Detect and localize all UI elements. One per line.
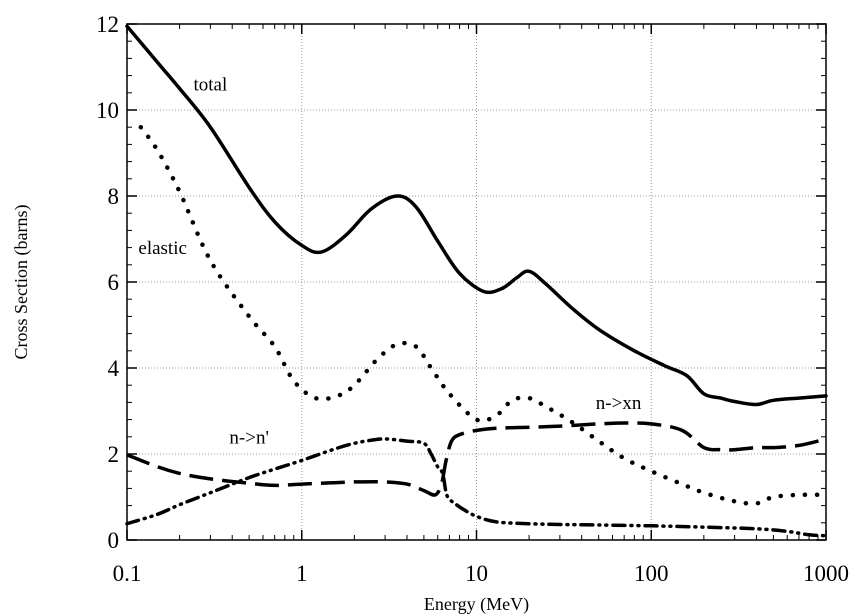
y-tick-label: 0 xyxy=(108,528,120,553)
tick-labels: 0.1 1 10 100 1000 0 2 4 6 8 10 12 xyxy=(96,12,849,586)
x-tick-label: 0.1 xyxy=(113,561,142,586)
annotation-layer: total elastic n->n' n->xn xyxy=(138,75,641,449)
y-tick-label: 8 xyxy=(108,184,120,209)
grid xyxy=(127,24,826,540)
series-layer xyxy=(125,24,829,538)
series-label: total xyxy=(193,75,227,96)
x-tick-label: 1000 xyxy=(803,561,849,586)
y-tick-label: 2 xyxy=(108,442,120,467)
series-label: n->xn xyxy=(596,393,642,414)
series-label: elastic xyxy=(138,238,187,259)
plot-frame xyxy=(126,23,827,541)
y-tick-label: 6 xyxy=(108,270,120,295)
series-label: n->n' xyxy=(229,427,268,448)
y-axis-label: Cross Section (barns) xyxy=(11,205,32,360)
series-n-xn-line xyxy=(126,421,827,497)
x-axis-label: Energy (MeV) xyxy=(424,594,529,615)
series-elastic-line xyxy=(138,124,829,506)
series-total-line xyxy=(125,24,828,407)
x-tick-label: 1 xyxy=(296,561,308,586)
x-tick-label: 10 xyxy=(465,561,488,586)
y-tick-label: 10 xyxy=(96,98,119,123)
y-tick-label: 4 xyxy=(108,356,120,381)
x-tick-label: 100 xyxy=(634,561,669,586)
y-tick-label: 12 xyxy=(96,12,119,37)
